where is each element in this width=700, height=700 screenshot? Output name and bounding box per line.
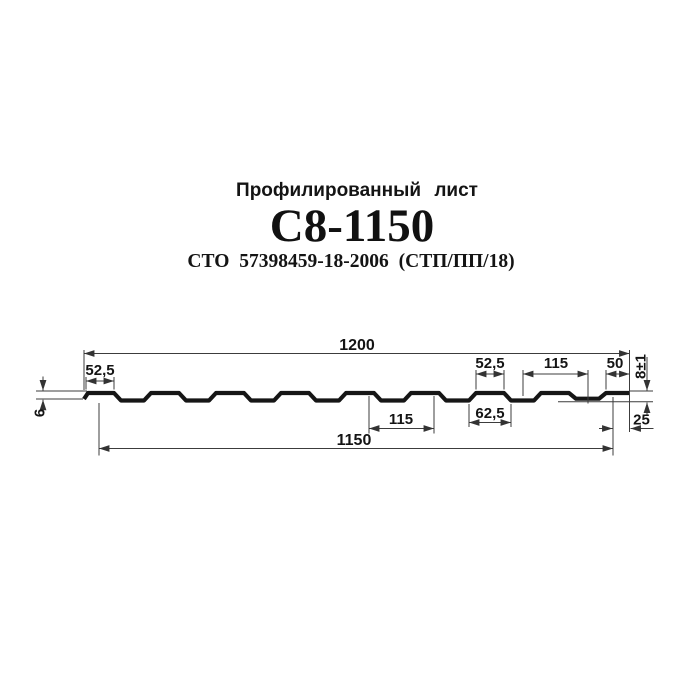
standard-reference: СТО 57398459-18-2006 (СТП/ПП/18): [187, 251, 514, 272]
dim-label-6: 6: [32, 409, 49, 417]
dim-label-25: 25: [633, 412, 650, 429]
dim-crest-right-52-5: 52,5: [475, 355, 505, 390]
dim-label-62-5: 62,5: [475, 405, 504, 422]
dim-height-8: 8±1: [558, 354, 653, 416]
dim-trough-62-5: 62,5: [468, 404, 512, 427]
dim-label-1200: 1200: [339, 337, 375, 354]
dim-label-52-5-right: 52,5: [475, 355, 504, 372]
title-block: Профилированный лист С8-1150 СТО 5739845…: [187, 180, 514, 272]
dim-overall-1200: 1200: [83, 337, 630, 432]
dim-label-115-bottom: 115: [389, 411, 413, 428]
dim-edge-flat-50: 50: [605, 355, 630, 390]
dim-pitch-bottom-115: 115: [368, 396, 435, 434]
dim-label-52-5-left: 52,5: [85, 362, 114, 379]
dim-label-8-1: 8±1: [633, 354, 650, 379]
sheet-type-title: Профилированный лист: [236, 180, 478, 201]
profile-model-title: С8-1150: [270, 200, 435, 252]
dim-edge-height-6: 6: [32, 376, 87, 417]
sheet-profile-path: [82, 390, 629, 403]
dim-label-50: 50: [607, 355, 624, 372]
dim-label-1150: 1150: [337, 432, 372, 449]
dim-useful-1150: 1150: [98, 397, 614, 456]
dim-pitch-top-115: 115: [522, 355, 589, 404]
dim-overlap-25: 25: [599, 412, 654, 432]
dim-crest-left-52-5: 52,5: [85, 362, 115, 390]
dim-label-115-top: 115: [544, 355, 568, 372]
